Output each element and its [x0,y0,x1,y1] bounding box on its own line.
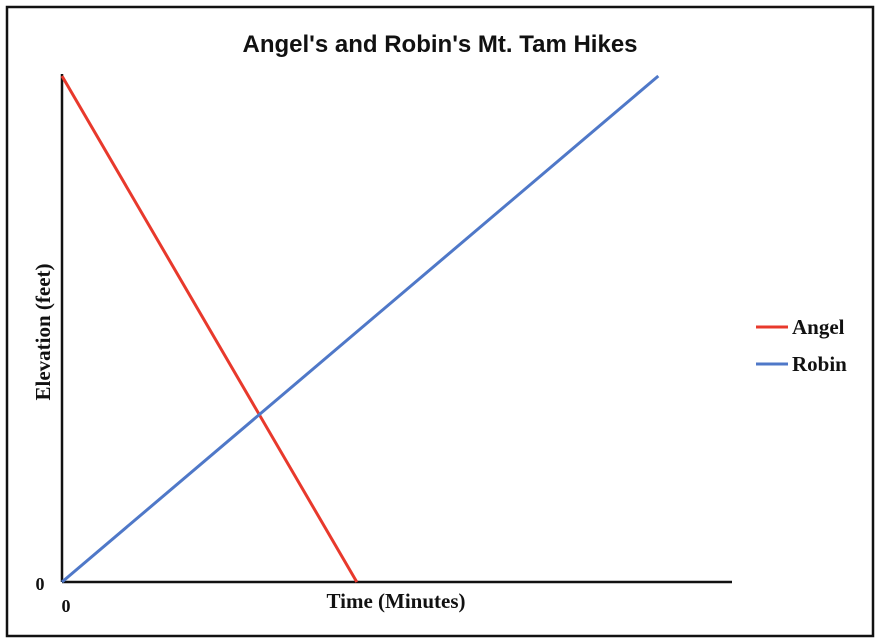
series-line-robin [61,74,660,584]
series-line-angel [60,75,359,583]
chart-title: Angel's and Robin's Mt. Tam Hikes [242,31,637,58]
y-tick-label-0: 0 [36,574,45,594]
legend-label-angel: Angel [792,315,845,339]
series-layer [60,74,660,584]
x-tick-label-0: 0 [62,596,71,616]
x-axis-label: Time (Minutes) [326,589,465,613]
chart-border [5,5,875,638]
y-axis-label: Elevation (feet) [31,263,55,400]
legend: Angel Robin [756,315,847,376]
legend-label-robin: Robin [792,352,847,376]
